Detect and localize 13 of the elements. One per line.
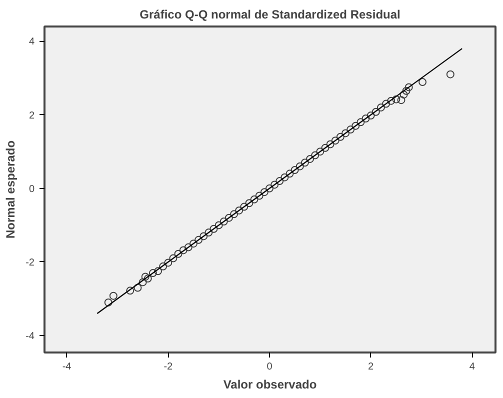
chart-title: Gráfico Q-Q normal de Standardized Residual	[140, 8, 400, 22]
x-tick-label: 4	[469, 362, 476, 372]
x-tick-label: 0	[266, 362, 273, 372]
y-tick-label: -4	[26, 331, 35, 342]
y-tick-label: 4	[28, 36, 35, 48]
y-tick-label: -2	[26, 257, 35, 268]
x-axis-title: Valor observado	[223, 378, 317, 392]
x-tick-label: 2	[368, 362, 374, 372]
y-tick-label: 0	[28, 184, 35, 195]
x-tick-label: -2	[164, 362, 174, 372]
y-tick-label: 2	[28, 110, 35, 122]
y-axis-title: Normal esperado	[4, 140, 18, 239]
x-tick-label: -4	[62, 362, 72, 372]
